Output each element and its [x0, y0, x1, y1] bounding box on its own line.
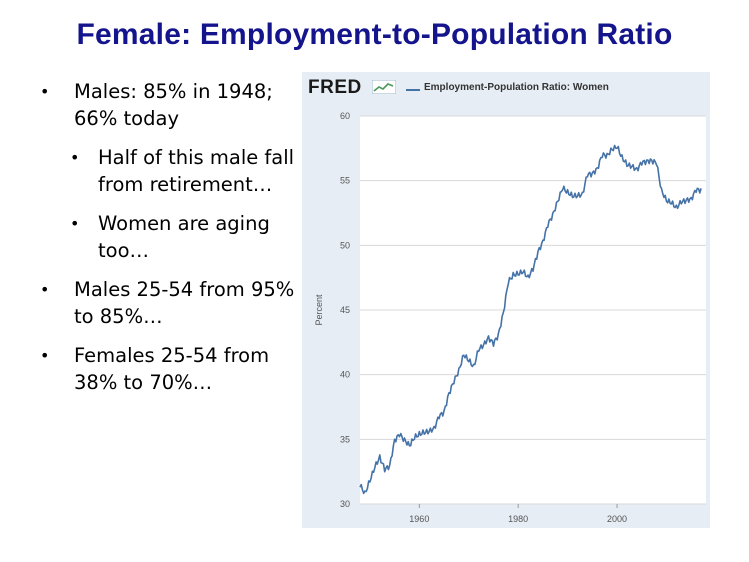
- slide-title: Female: Employment-to-Population Ratio: [76, 18, 673, 51]
- bullet-list: • Males: 85% in 1948; 66% today • Half o…: [36, 78, 301, 408]
- fred-chart: FRED Employment-Population Ratio: Women …: [302, 72, 710, 528]
- y-tick-label: 55: [340, 176, 350, 186]
- bullet-text: Half of this male fall from retirement…: [98, 146, 295, 196]
- bullet-text: Males 25-54 from 95% to 85%…: [74, 278, 295, 328]
- bullet-item: • Males: 85% in 1948; 66% today: [36, 78, 301, 132]
- legend-label: Employment-Population Ratio: Women: [424, 82, 609, 93]
- y-tick-label: 35: [340, 434, 350, 444]
- y-axis-label: Percent: [314, 294, 324, 326]
- bullet-text: Males: 85% in 1948; 66% today: [74, 80, 273, 130]
- y-tick-label: 40: [340, 370, 350, 380]
- bullet-text: Women are aging too…: [98, 212, 270, 262]
- fred-logo: FRED: [308, 77, 362, 98]
- fred-chart-icon: [372, 80, 396, 94]
- y-tick-label: 45: [340, 305, 350, 315]
- line-chart: 30 35 40 45 50 55 60 1960 1980 2000 Percent: [314, 111, 706, 524]
- bullet-item: • Males 25-54 from 95% to 85%…: [36, 276, 301, 330]
- series-line: [359, 144, 702, 495]
- x-tick-label: 2000: [607, 514, 627, 524]
- y-tick-label: 60: [340, 111, 350, 121]
- sub-bullet-item: • Women are aging too…: [36, 210, 301, 264]
- bullet-item: • Females 25-54 from 38% to 70%…: [36, 342, 301, 396]
- sub-bullet-item: • Half of this male fall from retirement…: [36, 144, 301, 198]
- x-tick-label: 1980: [508, 514, 528, 524]
- bullet-dot: •: [40, 346, 50, 365]
- x-tick-label: 1960: [409, 514, 429, 524]
- bullet-dot: •: [40, 280, 50, 299]
- bullet-dot: •: [40, 82, 50, 101]
- bullet-text: Females 25-54 from 38% to 70%…: [74, 344, 270, 394]
- legend-swatch: [406, 89, 420, 91]
- y-tick-label: 30: [340, 499, 350, 509]
- bullet-dot: •: [70, 214, 80, 233]
- bullet-dot: •: [70, 148, 80, 167]
- y-tick-label: 50: [340, 240, 350, 250]
